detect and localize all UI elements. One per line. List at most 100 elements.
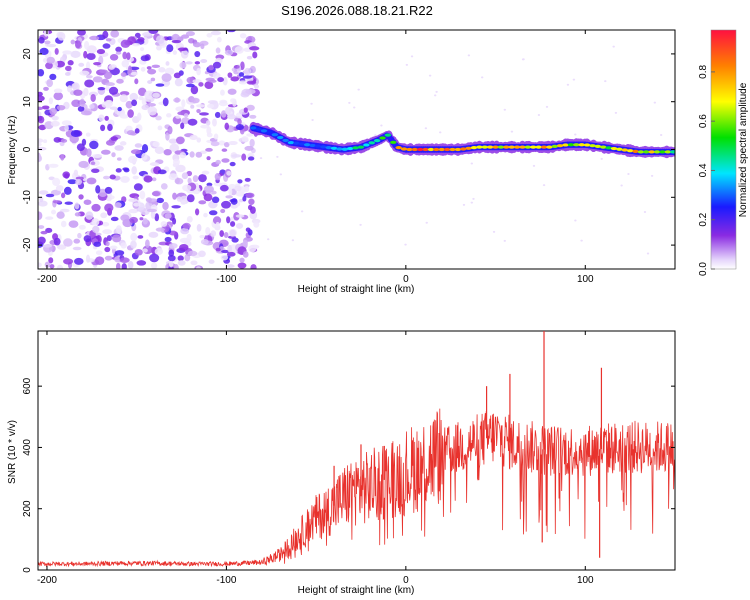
spectrogram-noise-cell — [220, 89, 225, 96]
spectrogram-noise-cell — [242, 75, 253, 79]
spectrogram-noise-cell — [77, 30, 86, 36]
spectrogram-noise-cell — [65, 65, 72, 71]
spectrogram-noise-cell — [239, 257, 245, 263]
spectrogram-noise-cell — [94, 232, 102, 237]
spectrogram-noise-cell — [181, 117, 190, 125]
spectrogram-ridge-cell — [535, 145, 542, 149]
spectrogram-noise-cell — [38, 190, 49, 195]
spectrogram-noise-speck — [572, 78, 576, 81]
spectrogram-noise-cell — [163, 149, 172, 156]
spectrogram-noise-cell — [38, 225, 45, 229]
spectrogram-noise-cell — [71, 99, 81, 108]
spectrogram-noise-cell — [215, 159, 221, 165]
spectrogram-noise-cell — [137, 37, 145, 42]
spectrogram-noise-speck — [620, 184, 623, 187]
spectrogram-noise-speck — [348, 101, 351, 104]
snr-y-tick-label: 600 — [22, 377, 33, 394]
spectrogram-ridge-cell — [610, 146, 618, 151]
spectrogram-noise-cell — [247, 204, 253, 211]
spectrogram-noise-cell — [179, 152, 187, 159]
spectrogram-noise-cell — [115, 262, 121, 269]
spectrogram-noise-cell — [200, 124, 210, 129]
spectrogram-ridge-cell — [352, 146, 359, 150]
spectrogram-x-tick-label: 100 — [577, 274, 594, 285]
spectrogram-noise-cell — [77, 105, 85, 112]
spectrogram-noise-cell — [48, 97, 54, 105]
spectrogram-noise-cell — [186, 216, 193, 223]
spectrogram-noise-cell — [127, 65, 133, 74]
spectrogram-noise-cell — [93, 241, 102, 247]
spectrogram-ridge-cell — [336, 147, 343, 151]
spectrogram-noise-cell — [38, 200, 48, 207]
spectrogram-noise-cell — [50, 120, 60, 127]
spectrogram-noise-speck — [311, 118, 314, 121]
spectrogram-noise-cell — [247, 156, 255, 161]
spectrogram-ridge-cell — [433, 147, 440, 152]
spectrogram-noise-cell — [183, 113, 189, 118]
spectrogram-noise-cell — [49, 264, 55, 269]
spectrogram-noise-cell — [100, 212, 108, 219]
spectrogram-noise-cell — [155, 83, 165, 87]
spectrogram-noise-cell — [67, 60, 74, 66]
spectrogram-noise-cell — [177, 111, 186, 116]
spectrogram-ridge-cell — [653, 150, 661, 154]
spectrogram-x-ticks: -200 -100 0 100 — [37, 30, 594, 285]
spectrogram-noise-cell — [154, 213, 160, 222]
spectrogram-noise-cell — [246, 80, 257, 85]
spectrogram-noise-cell — [53, 88, 63, 94]
spectrogram-noise-speck — [259, 157, 263, 160]
spectrogram-noise-cell — [145, 201, 153, 211]
spectrogram-noise-cell — [165, 61, 170, 66]
spectrogram-noise-cell — [130, 149, 141, 155]
spectrogram-noise-cell — [38, 236, 46, 245]
spectrogram-noise-cell — [142, 218, 148, 225]
spectrogram-ridge-cell — [271, 133, 279, 137]
spectrogram-noise-cell — [208, 64, 215, 71]
spectrogram-noise-speck — [439, 131, 442, 134]
spectrogram-noise-cell — [215, 47, 221, 54]
spectrogram-noise-cell — [141, 104, 149, 111]
spectrogram-noise-speck — [566, 83, 570, 86]
spectrogram-noise-cell — [194, 208, 200, 216]
spectrogram-noise-cell — [213, 133, 219, 140]
spectrogram-noise-cell — [44, 40, 51, 45]
spectrogram-noise-cell — [74, 212, 81, 217]
spectrogram-noise-speck — [646, 252, 650, 255]
spectrogram-noise-cell — [62, 50, 73, 55]
spectrogram-noise-cell — [51, 209, 57, 215]
spectrogram-noise-cell — [101, 149, 111, 155]
spectrogram-noise-cell — [120, 214, 130, 222]
spectrogram-noise-cell — [134, 32, 141, 38]
spectrogram-noise-cell — [134, 128, 140, 134]
spectrogram-noise-cell — [212, 118, 217, 127]
spectrogram-noise-cell — [179, 243, 189, 251]
spectrogram-noise-cell — [115, 46, 122, 53]
colorbar-ticks: 0.0 0.2 0.4 0.6 0.8 — [698, 64, 715, 276]
spectrogram-noise-cell — [38, 142, 42, 147]
spectrogram-noise-cell — [121, 59, 130, 68]
spectrogram-noise-cell — [146, 66, 152, 70]
spectrogram-noise-cell — [239, 33, 247, 39]
spectrogram-noise-cell — [64, 201, 73, 205]
spectrogram-noise-cell — [136, 260, 147, 266]
spectrogram-noise-cell — [98, 114, 105, 122]
spectrogram-noise-speck — [279, 173, 283, 176]
spectrogram-noise-cell — [48, 257, 54, 264]
spectrogram-noise-cell — [101, 222, 110, 227]
spectrogram-ridge-cell — [384, 133, 392, 137]
spectrogram-noise-cell — [169, 143, 180, 152]
spectrogram-noise-cell — [199, 112, 209, 116]
spectrogram-noise-cell — [75, 178, 83, 186]
spectrogram-noise-cell — [158, 67, 166, 73]
spectrogram-ridge-cell — [664, 150, 672, 154]
spectrogram-noise-cell — [182, 222, 191, 229]
spectrogram-noise-cell — [220, 208, 226, 214]
spectrogram-noise-speck — [467, 54, 471, 57]
spectrogram-noise-cell — [180, 34, 190, 39]
spectrogram-noise-cell — [129, 216, 138, 224]
spectrogram-noise-cell — [167, 125, 173, 135]
spectrogram-noise-speck — [480, 76, 484, 79]
spectrogram-noise-cell — [243, 67, 252, 76]
spectrogram-noise-cell — [187, 177, 192, 184]
spectrogram-noise-cell — [60, 138, 68, 143]
